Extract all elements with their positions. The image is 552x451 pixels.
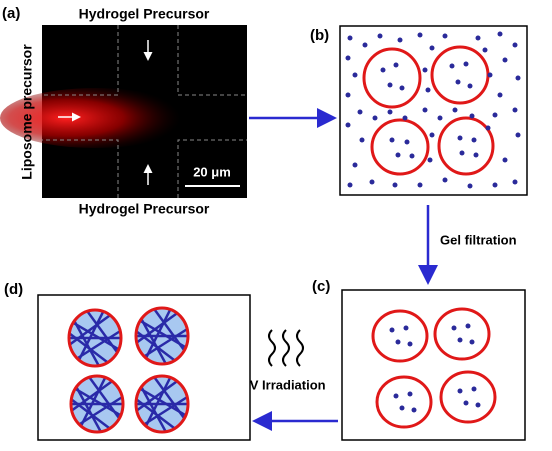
panel-label: (a) xyxy=(2,5,20,22)
panel-label: (d) xyxy=(4,281,23,298)
arrow-label: Gel filtration xyxy=(440,232,517,247)
panel-label: (c) xyxy=(312,278,330,295)
arrow-label: UV Irradiation xyxy=(240,377,325,392)
figure: (a) Hydrogel Precursor 20 μm Hydrogel Pr… xyxy=(0,0,552,451)
top-label: Hydrogel Precursor xyxy=(79,6,210,22)
scale-label: 20 μm xyxy=(193,164,231,179)
side-label: Liposome precursor xyxy=(19,44,35,180)
panel-label: (b) xyxy=(310,27,329,44)
panel-box xyxy=(342,290,525,440)
bottom-label: Hydrogel Precursor xyxy=(79,201,210,217)
panel-box xyxy=(340,26,527,195)
uv-waves xyxy=(269,330,303,366)
page: {"panels": { "a": {"label": "(a)", "top_… xyxy=(0,0,552,451)
